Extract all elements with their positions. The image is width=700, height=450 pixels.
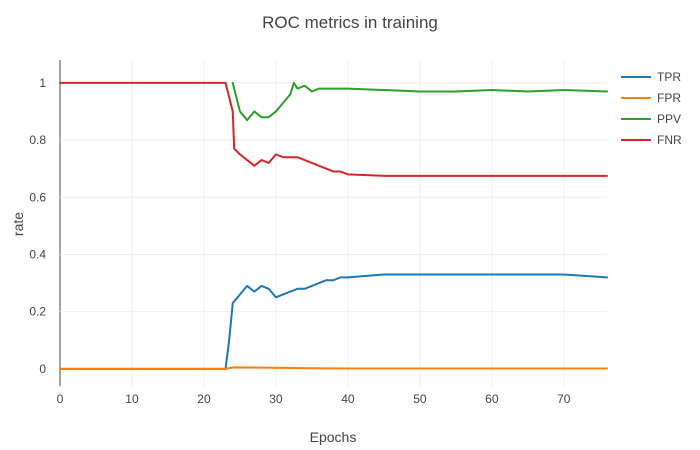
- y-tick-label: 0.8: [29, 133, 46, 147]
- y-tick-label: 0.6: [29, 190, 46, 204]
- series-line-fpr: [59, 366, 608, 370]
- chart-title: ROC metrics in training: [262, 13, 438, 32]
- plot-background: [60, 60, 607, 386]
- x-axis-title: Epochs: [310, 429, 357, 445]
- x-tick-label: 70: [557, 392, 571, 406]
- x-tick-label: 0: [57, 392, 64, 406]
- axis-layer: 0 10 20 30 40 50 60 70 0 0.2 0.4 0.6 0.8 1 ROC metrics…: [10, 13, 571, 445]
- grid-layer: [59, 60, 607, 386]
- plot-layer: [59, 81, 608, 370]
- x-tick-label: 50: [413, 392, 427, 406]
- y-tick-label: 0.2: [29, 305, 46, 319]
- legend: TPR FPR PPV FNR: [621, 70, 682, 147]
- series-line-tpr: [59, 273, 608, 370]
- legend-label-tpr: TPR: [657, 70, 681, 84]
- y-axis-title: rate: [10, 212, 26, 236]
- x-tick-label: 60: [485, 392, 499, 406]
- y-tick-label: 1: [39, 76, 46, 90]
- legend-label-ppv: PPV: [657, 112, 681, 126]
- x-tick-label: 10: [125, 392, 139, 406]
- series-line-ppv: [231, 81, 608, 122]
- y-tick-label: 0: [39, 362, 46, 376]
- x-tick-label: 20: [197, 392, 211, 406]
- x-tick-label: 30: [269, 392, 283, 406]
- legend-label-fpr: FPR: [657, 91, 681, 105]
- legend-label-fnr: FNR: [657, 133, 682, 147]
- x-tick-label: 40: [341, 392, 355, 406]
- series-line-fnr: [59, 81, 608, 177]
- y-tick-label: 0.4: [29, 247, 46, 261]
